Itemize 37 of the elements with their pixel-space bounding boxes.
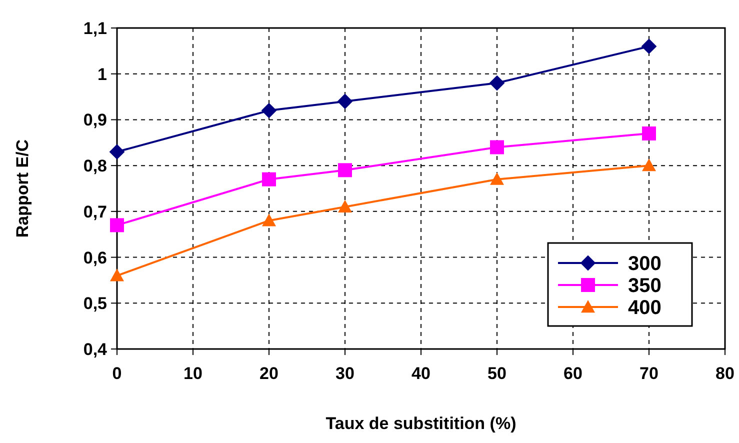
point	[338, 94, 352, 109]
point	[338, 200, 352, 212]
point	[262, 214, 276, 226]
point	[490, 140, 504, 154]
point	[262, 103, 276, 118]
point	[490, 172, 504, 185]
legend-label: 350	[628, 275, 662, 297]
x-tick-label: 60	[564, 364, 582, 383]
point	[490, 76, 504, 91]
legend-label: 300	[628, 253, 662, 275]
point	[110, 268, 124, 282]
y-tick-label: 0,8	[83, 156, 107, 176]
y-tick-label: 0,4	[83, 340, 108, 359]
y-tick-label: 1,1	[83, 19, 107, 38]
point	[642, 158, 656, 172]
point	[642, 38, 656, 54]
point	[262, 172, 276, 186]
y-tick-label: 0,5	[83, 294, 107, 314]
x-tick-label: 70	[640, 364, 658, 383]
x-tick-label: 0	[112, 364, 122, 383]
x-tick-label: 10	[184, 364, 202, 383]
point	[110, 218, 124, 232]
y-tick-label: 1	[98, 64, 107, 84]
x-tick-label: 50	[488, 364, 506, 383]
legend-label: 400	[628, 297, 662, 319]
x-tick-label: 40	[412, 364, 430, 383]
x-tick-label: 20	[260, 364, 278, 383]
y-axis-title: Rapport E/C	[13, 139, 32, 238]
point	[642, 126, 656, 140]
point	[338, 163, 352, 178]
y-tick-label: 0,6	[83, 248, 107, 268]
x-tick-label: 30	[336, 364, 354, 383]
x-axis-title: Taux de substitition (%)	[326, 414, 516, 433]
y-tick-label: 0,9	[83, 110, 107, 130]
x-tick-label: 80	[716, 364, 734, 383]
y-tick-label: 0,7	[83, 202, 107, 222]
point	[110, 144, 124, 160]
